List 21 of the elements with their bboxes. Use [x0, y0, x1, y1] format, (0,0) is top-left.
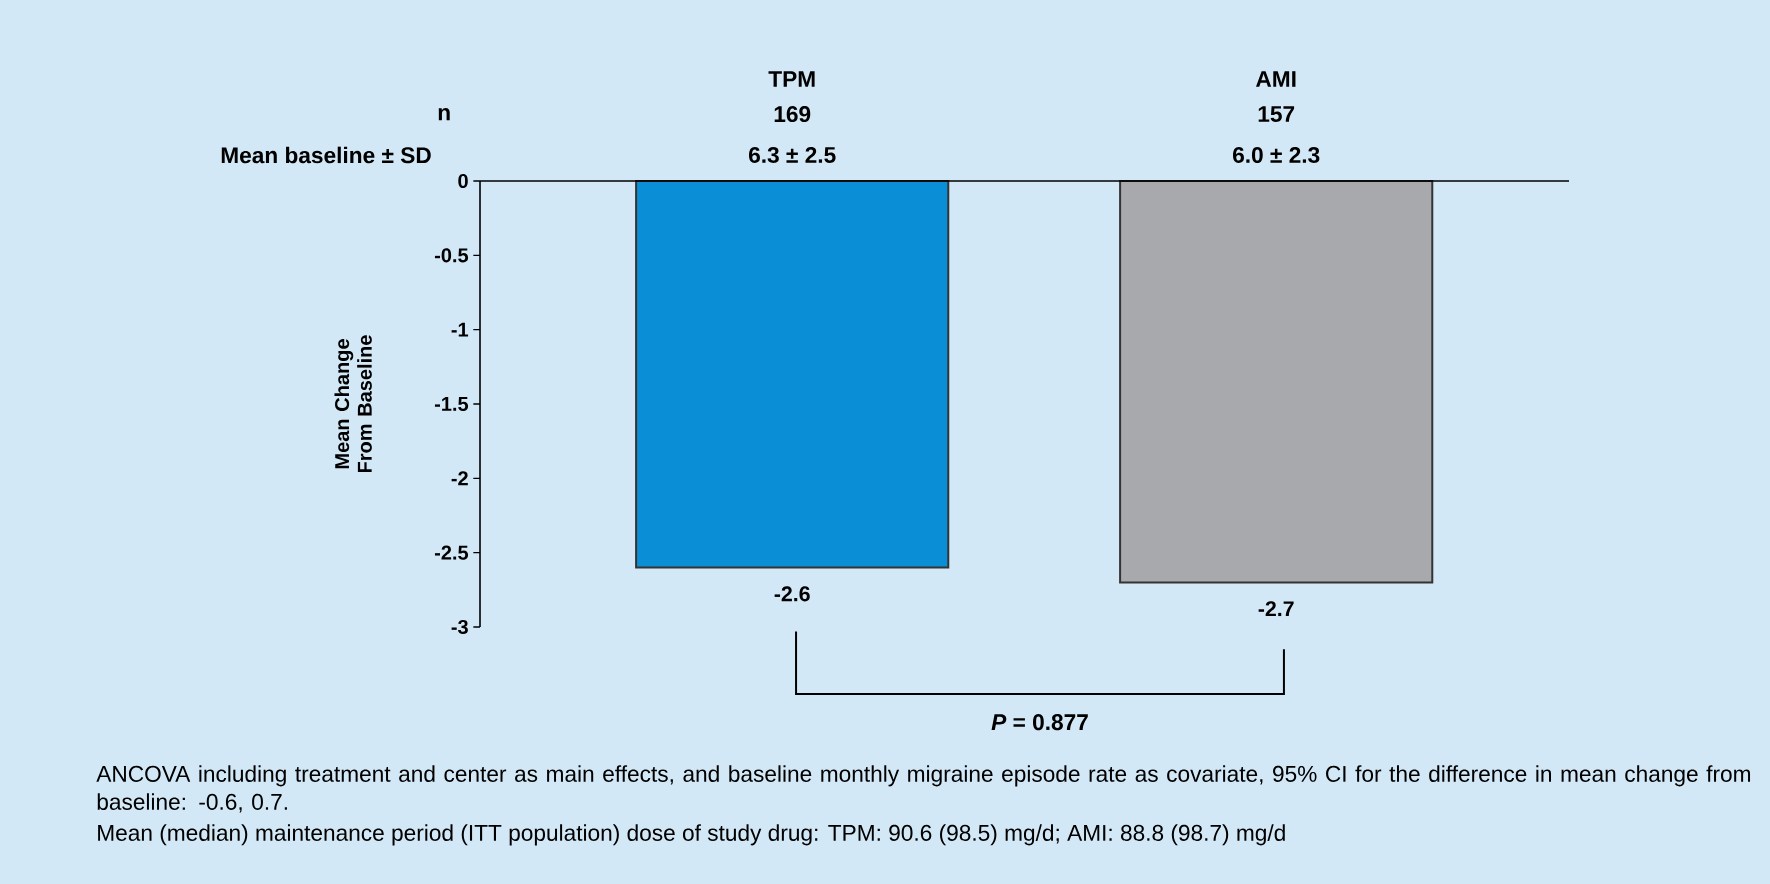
text: P = 0.877 [991, 714, 1088, 731]
data-label: -2.7 [1258, 601, 1294, 617]
y-tick-label: -2 [451, 471, 468, 486]
text: 6.3 ± 2.5 [749, 146, 836, 164]
text: 169 [774, 106, 811, 123]
y-tick-label: 0 [458, 173, 468, 189]
x-tick-label: TPM [768, 71, 815, 87]
text: 157 [1258, 106, 1295, 123]
y-tick-label: -2.5 [434, 545, 469, 560]
text: n [438, 107, 450, 121]
y-tick-label: -0.5 [434, 248, 469, 263]
text: 6.0 ± 2.3 [1233, 146, 1320, 164]
y-axis-title: Mean Change From Baseline [334, 335, 372, 473]
y-tick-label: -3 [451, 619, 468, 635]
y-tick-label: -1 [451, 322, 469, 337]
text: Mean (median) maintenance period (ITT population) dose of study drug: TPM: 90.6 (98.5) mg/d; AMI: 88.8 (98.7) mg/d [98, 824, 1285, 846]
text: Mean baseline ± SD [221, 146, 431, 164]
x-tick-label: AMI [1255, 71, 1296, 87]
text: ANCOVA including treatment and center as main effects, and baseline monthly migraine episode rate as covariate, 95% CI for the difference in mean change from baseline: -0.6, 0.7. [96, 765, 1751, 813]
y-tick-label: -1.5 [434, 397, 469, 411]
data-label: -2.6 [774, 586, 810, 602]
